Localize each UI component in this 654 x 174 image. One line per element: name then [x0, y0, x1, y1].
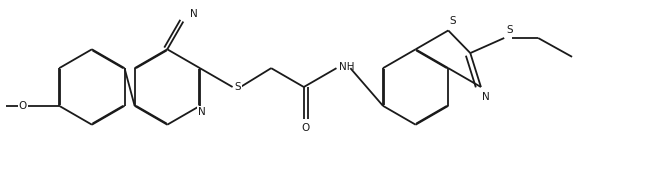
Text: NH: NH [339, 62, 355, 72]
Text: O: O [19, 101, 27, 111]
Text: S: S [235, 82, 241, 92]
Text: O: O [301, 123, 310, 133]
Text: S: S [506, 25, 513, 35]
Text: N: N [482, 92, 490, 102]
Text: N: N [190, 9, 198, 19]
Text: S: S [449, 17, 456, 26]
Text: N: N [198, 107, 206, 117]
